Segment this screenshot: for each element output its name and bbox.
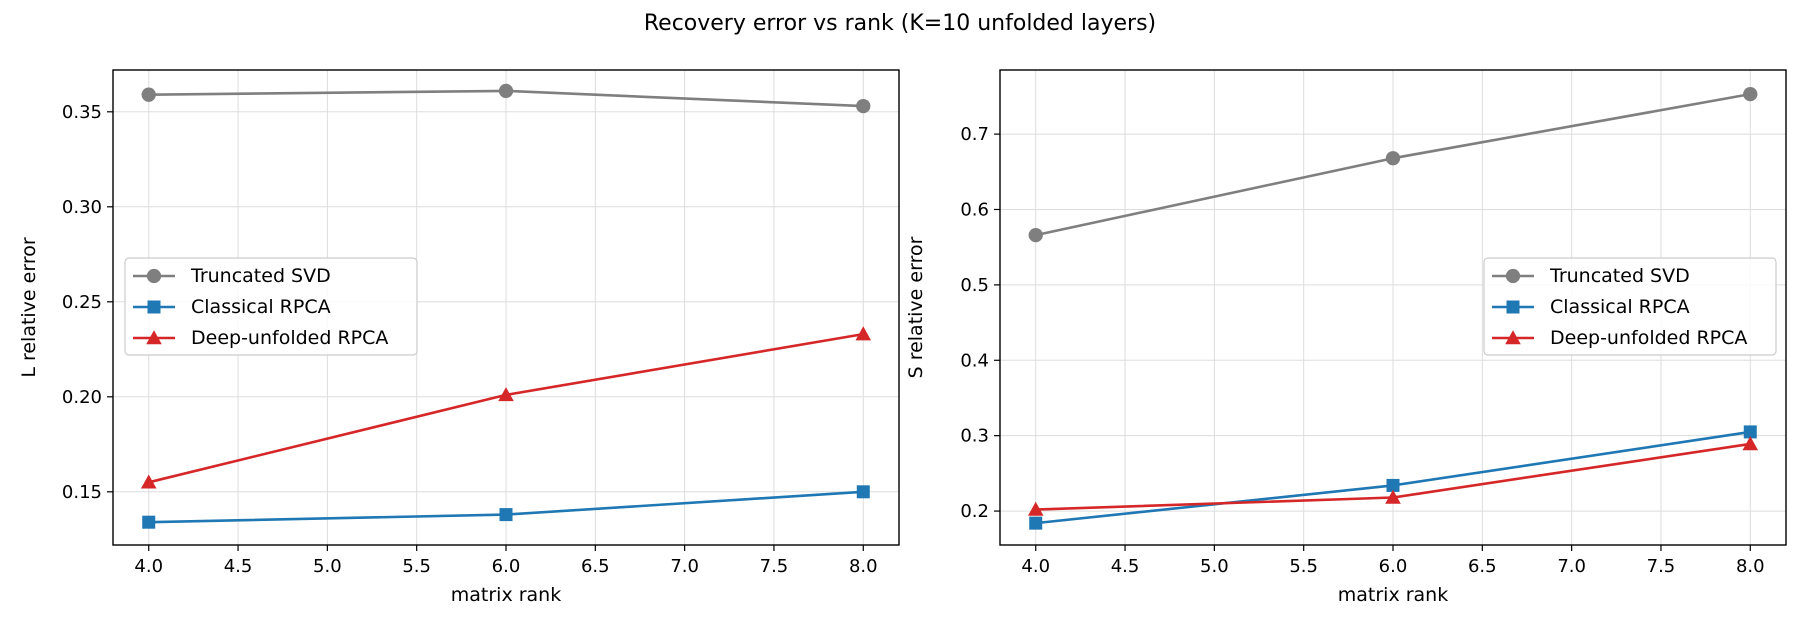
data-point [1029, 516, 1043, 530]
x-tick-label: 5.5 [1289, 556, 1318, 577]
legend-marker [147, 300, 161, 314]
legend-label: Truncated SVD [1549, 265, 1690, 287]
x-tick-label: 7.0 [670, 556, 699, 577]
x-tick-label: 7.0 [1557, 556, 1586, 577]
x-tick-label: 6.5 [1468, 556, 1497, 577]
data-point [142, 515, 156, 529]
y-tick-label: 0.4 [960, 350, 989, 371]
x-tick-label: 5.5 [402, 556, 431, 577]
legend-label: Deep-unfolded RPCA [1550, 327, 1747, 349]
legend-marker [1505, 268, 1521, 284]
x-tick-label: 5.0 [313, 556, 342, 577]
x-axis-label: matrix rank [1338, 584, 1448, 606]
y-axis-label: S relative error [905, 236, 927, 378]
y-tick-label: 0.5 [960, 275, 989, 296]
figure-title: Recovery error vs rank (K=10 unfolded la… [644, 11, 1156, 36]
y-tick-label: 0.2 [960, 501, 989, 522]
legend-label: Truncated SVD [190, 265, 331, 287]
y-tick-label: 0.6 [960, 199, 989, 220]
data-point [141, 87, 156, 102]
legend: Truncated SVD Classical RPCA Deep-unfolded… [124, 257, 418, 356]
x-tick-label: 4.0 [1021, 556, 1050, 577]
x-tick-label: 5.0 [1200, 556, 1229, 577]
legend-box [124, 257, 418, 356]
y-tick-label: 0.25 [62, 292, 102, 313]
data-point [856, 98, 871, 114]
data-point [1385, 489, 1401, 504]
plot-frame [999, 69, 1787, 546]
legend: Truncated SVD Classical RPCA Deep-unfolded… [1483, 257, 1777, 356]
legend-marker [1506, 300, 1520, 314]
legend-marker [146, 268, 162, 284]
x-axis-label: matrix rank [451, 584, 561, 606]
plot-frame [112, 69, 900, 546]
data-point [140, 474, 157, 489]
y-tick-label: 0.7 [960, 124, 989, 145]
data-point [856, 485, 870, 499]
x-tick-label: 6.0 [1379, 556, 1408, 577]
legend-marker [1505, 330, 1521, 345]
x-tick-label: 4.0 [134, 556, 163, 577]
x-tick-label: 7.5 [760, 556, 789, 577]
data-point [1742, 436, 1759, 451]
chart-right-panel: 4.0 4.5 5.0 5.5 6.0 6.5 7.0 7.5 8.0 0.2 0.3 0.4 0.5 0… [905, 69, 1787, 606]
x-tick-label: 4.5 [1111, 556, 1140, 577]
y-tick-label: 0.30 [62, 197, 102, 218]
data-point [1028, 227, 1043, 243]
legend-label: Deep-unfolded RPCA [191, 327, 388, 349]
data-point [1386, 478, 1400, 492]
y-tick-label: 0.15 [62, 482, 102, 503]
y-tick-label: 0.3 [960, 426, 989, 447]
y-tick-label: 0.35 [62, 102, 102, 123]
legend-marker [146, 330, 162, 345]
data-point [499, 508, 513, 522]
x-tick-label: 8.0 [1736, 556, 1765, 577]
y-tick-label: 0.20 [62, 387, 102, 408]
y-axis-label: L relative error [18, 237, 40, 378]
x-tick-label: 6.0 [492, 556, 521, 577]
data-point [1027, 501, 1044, 516]
x-tick-label: 6.5 [581, 556, 610, 577]
x-tick-label: 4.5 [224, 556, 253, 577]
legend-box [1483, 257, 1777, 356]
data-point [498, 387, 514, 402]
data-point [1743, 86, 1758, 102]
chart-left-panel: 4.0 4.5 5.0 5.5 6.0 6.5 7.0 7.5 8.0 0.15 0.20 0.25 0… [18, 69, 900, 606]
data-point [1743, 425, 1757, 439]
legend-label: Classical RPCA [1550, 296, 1690, 318]
x-tick-label: 7.5 [1647, 556, 1676, 577]
data-point [1385, 151, 1401, 166]
data-point [855, 326, 872, 341]
x-tick-label: 8.0 [849, 556, 878, 577]
data-point [498, 83, 514, 99]
legend-label: Classical RPCA [191, 296, 331, 318]
